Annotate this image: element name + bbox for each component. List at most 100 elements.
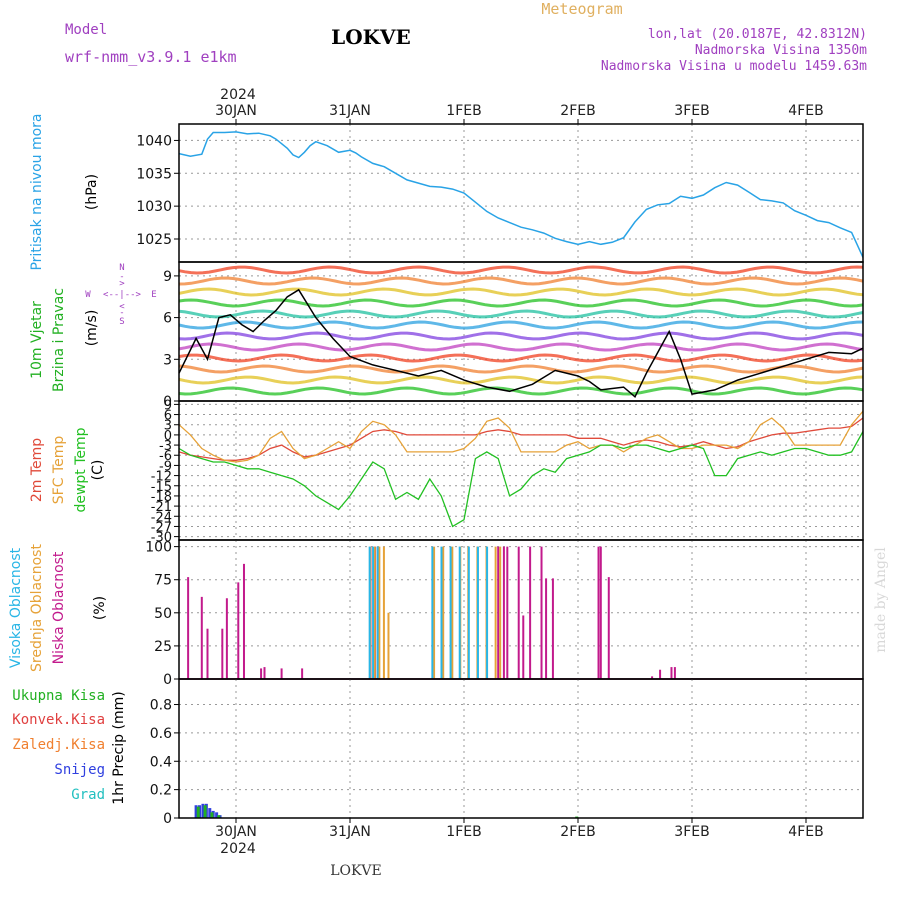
svg-text:<--|-->: <--|--> xyxy=(103,290,142,300)
wind-barb-band xyxy=(178,331,864,341)
y-tick-label: -15 xyxy=(151,480,172,495)
bottom-x-tick-labels: 30JAN 31JAN 1FEB 2FEB 3FEB 4FEB xyxy=(215,818,824,840)
legend-frozen-rain: Zaledj.Kisa xyxy=(12,737,105,753)
y-tick-label: -30 xyxy=(151,531,172,546)
top-x-tick-label: 3FEB xyxy=(674,103,709,119)
y-tick-label: -18 xyxy=(151,490,172,505)
series-sfc-temp xyxy=(178,410,864,463)
precip-total-bar xyxy=(210,812,214,818)
wind-barb-band xyxy=(178,276,864,286)
wind-speed-line xyxy=(178,288,864,399)
panel-precip: 0 0.2 0.4 0.6 0.8 xyxy=(150,678,864,827)
wind-barb-band xyxy=(178,265,864,275)
precip-ylabel: 1hr Precip (mm) xyxy=(111,691,127,804)
top-x-tick-labels: 30JAN 31JAN 1FEB 2FEB 3FEB 4FEB xyxy=(215,103,824,124)
y-tick-label: 0.8 xyxy=(150,698,172,714)
top-x-tick-label: 31JAN xyxy=(329,103,371,119)
y-tick-label: 3 xyxy=(164,419,172,434)
watermark: made by Angel xyxy=(873,547,889,653)
pressure-line xyxy=(178,131,864,258)
footer-station: LOKVE xyxy=(330,863,382,879)
svg-text:>: > xyxy=(119,279,125,289)
y-tick-label: 0 xyxy=(164,429,172,444)
temp-ylabel-1: 2m Temp xyxy=(29,438,45,502)
cloud-unit: (%) xyxy=(92,596,108,620)
y-tick-label: -12 xyxy=(151,470,172,485)
y-tick-label: -21 xyxy=(151,500,172,515)
wind-ylabel-2: Brzina i Pravac xyxy=(51,288,67,392)
wind-barb-band xyxy=(178,342,864,352)
bottom-x-tick-label: 1FEB xyxy=(446,824,481,840)
lonlat-label: lon,lat (20.0187E, 42.8312N) xyxy=(648,27,867,42)
wind-barb-band xyxy=(178,386,864,396)
wind-barb-band xyxy=(178,320,864,330)
panel-clouds: 0 25 50 75 100 xyxy=(145,539,864,688)
bottom-x-tick-label: 30JAN xyxy=(215,824,257,840)
top-year-label: 2024 xyxy=(220,87,256,103)
wind-unit: (m/s) xyxy=(84,310,100,347)
wind-ylabel-1: 10m Vjetar xyxy=(29,301,45,379)
top-x-tick-label: 4FEB xyxy=(788,103,823,119)
panel-frame xyxy=(178,678,864,819)
y-tick-label: 6 xyxy=(163,311,172,327)
y-tick-label: 25 xyxy=(154,639,172,655)
svg-text:<: < xyxy=(119,302,125,312)
bottom-x-tick-label: 4FEB xyxy=(788,824,823,840)
meteogram-title: Meteogram xyxy=(541,0,622,18)
bottom-x-tick-label: 3FEB xyxy=(674,824,709,840)
y-tick-label: -9 xyxy=(159,459,172,474)
station-title: LOKVE xyxy=(331,25,411,49)
y-tick-label: 6 xyxy=(164,409,172,424)
y-tick-label: 50 xyxy=(154,606,172,622)
precip-total-bar xyxy=(203,805,207,818)
top-x-tick-label: 2FEB xyxy=(560,103,595,119)
y-tick-label: 1040 xyxy=(136,133,172,149)
y-tick-label: 100 xyxy=(145,540,172,556)
svg-text:-: - xyxy=(119,272,124,282)
bottom-year-label: 2024 xyxy=(220,841,256,857)
y-tick-label: 0.6 xyxy=(150,726,172,742)
svg-text:-: - xyxy=(119,308,124,318)
panels: 102510301035104003699630-3-6-9-12-15-18-… xyxy=(136,123,864,827)
wind-barb-band xyxy=(178,353,864,363)
cloud-ylabel-2: Srednja Oblacnost xyxy=(29,544,45,672)
y-tick-label: 0.2 xyxy=(150,783,172,799)
y-tick-label: 1025 xyxy=(136,232,172,248)
compass-icon: N - > W <--|--> E < - S xyxy=(85,263,156,327)
bottom-x-tick-label: 31JAN xyxy=(329,824,371,840)
compass-w: W xyxy=(85,290,91,300)
precip-total-bar xyxy=(196,806,200,818)
series-dewpt-temp xyxy=(178,431,864,528)
y-tick-label: 1030 xyxy=(136,199,172,215)
model-elevation-label: Nadmorska Visina u modelu 1459.63m xyxy=(601,59,867,74)
y-tick-label: -24 xyxy=(151,510,172,525)
pressure-unit: (hPa) xyxy=(84,174,100,210)
y-tick-label: 0 xyxy=(163,811,172,827)
bottom-x-tick-label: 2FEB xyxy=(560,824,595,840)
legend-total-rain: Ukupna Kisa xyxy=(12,688,105,704)
precip-snow-bar xyxy=(208,808,212,818)
panel-pressure: 1025 1030 1035 1040 xyxy=(136,123,864,263)
wind-barb-band xyxy=(178,364,864,374)
y-tick-label: 1035 xyxy=(136,166,172,182)
precip-snow-bar xyxy=(194,805,198,818)
y-tick-label: -6 xyxy=(159,449,172,464)
y-tick-label: -3 xyxy=(159,439,172,454)
precip-total-bar xyxy=(217,815,221,818)
top-x-tick-label: 1FEB xyxy=(446,103,481,119)
y-tick-label: 3 xyxy=(163,352,172,368)
y-tick-label: 0.4 xyxy=(150,754,172,770)
legend-convective-rain: Konvek.Kisa xyxy=(12,712,105,728)
wind-barb-band xyxy=(178,375,864,385)
precip-snow-bar xyxy=(201,803,205,818)
temp-ylabel-3: dewpt Temp xyxy=(73,427,89,512)
wind-barb-band xyxy=(178,309,864,319)
elevation-label: Nadmorska Visina 1350m xyxy=(695,43,867,58)
compass-e: E xyxy=(151,290,156,300)
wind-barb-band xyxy=(178,298,864,308)
top-x-tick-label: 30JAN xyxy=(215,103,257,119)
temp-unit: (C) xyxy=(90,460,106,481)
